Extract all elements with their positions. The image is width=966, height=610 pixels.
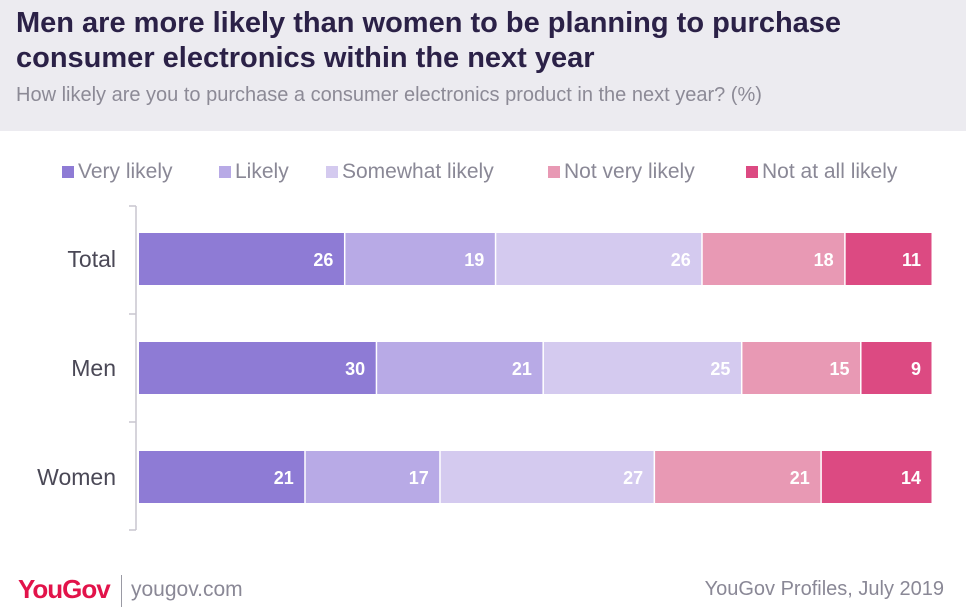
chart-subtitle: How likely are you to purchase a consume… — [16, 84, 762, 106]
data-label: 21 — [790, 468, 810, 488]
footer-divider — [121, 575, 122, 607]
data-label: 30 — [345, 359, 365, 379]
legend-label-very-likely: Very likely — [78, 160, 173, 183]
legend-item-somewhat-likely: Somewhat likely — [326, 160, 494, 184]
bar-segment — [345, 233, 495, 285]
yougov-logo: YouGov — [18, 574, 111, 604]
legend: Very likely Likely Somewhat likely Not v… — [0, 160, 966, 190]
legend-item-very-likely: Very likely — [62, 160, 173, 184]
legend-swatch-not-very-likely — [548, 166, 560, 178]
bar-segment — [702, 233, 845, 285]
bar-segment — [440, 451, 654, 503]
bar-segment — [655, 451, 821, 503]
data-label: 26 — [313, 250, 333, 270]
bar-segment — [139, 342, 376, 394]
category-label: Women — [37, 464, 116, 490]
data-label: 17 — [409, 468, 429, 488]
legend-label-likely: Likely — [235, 160, 289, 183]
legend-label-not-at-all-likely: Not at all likely — [762, 160, 898, 183]
bar-segment — [496, 233, 702, 285]
legend-swatch-somewhat-likely — [326, 166, 338, 178]
bar-segment — [377, 342, 543, 394]
stacked-bar-chart: Total 26 19 26 18 11 Men 30 21 25 15 9 Women 21 17 27 21… — [37, 205, 932, 531]
bar-segment — [861, 342, 932, 394]
legend-swatch-very-likely — [62, 166, 74, 178]
bar-segment — [139, 451, 305, 503]
footer-site-link[interactable]: yougov.com — [131, 578, 243, 601]
bar-segment — [821, 451, 932, 503]
data-label: 21 — [512, 359, 532, 379]
bar-segment — [305, 451, 440, 503]
footer-source: YouGov Profiles, July 2019 — [704, 578, 944, 600]
chart-title: Men are more likely than women to be pla… — [16, 7, 842, 74]
data-label: 14 — [901, 468, 921, 488]
data-label: 15 — [830, 359, 850, 379]
data-label: 18 — [814, 250, 834, 270]
data-label: 11 — [902, 250, 921, 270]
legend-item-not-very-likely: Not very likely — [548, 160, 695, 184]
legend-item-not-at-all-likely: Not at all likely — [746, 160, 897, 184]
legend-label-not-very-likely: Not very likely — [564, 160, 695, 183]
bar-segment — [139, 233, 344, 285]
header: Men are more likely than women to be pla… — [0, 0, 966, 131]
legend-item-likely: Likely — [219, 160, 289, 184]
data-label: 26 — [671, 250, 691, 270]
legend-swatch-likely — [219, 166, 231, 178]
legend-label-somewhat-likely: Somewhat likely — [342, 160, 494, 183]
data-label: 19 — [464, 250, 484, 270]
category-label: Total — [67, 246, 116, 272]
category-label: Men — [71, 355, 116, 381]
data-label: 27 — [623, 468, 643, 488]
bar-segment — [845, 233, 932, 285]
bar-segment — [543, 342, 741, 394]
data-label: 25 — [710, 359, 730, 379]
bar-segment — [742, 342, 861, 394]
data-label: 21 — [274, 468, 294, 488]
legend-swatch-not-at-all-likely — [746, 166, 758, 178]
data-label: 9 — [911, 359, 921, 379]
